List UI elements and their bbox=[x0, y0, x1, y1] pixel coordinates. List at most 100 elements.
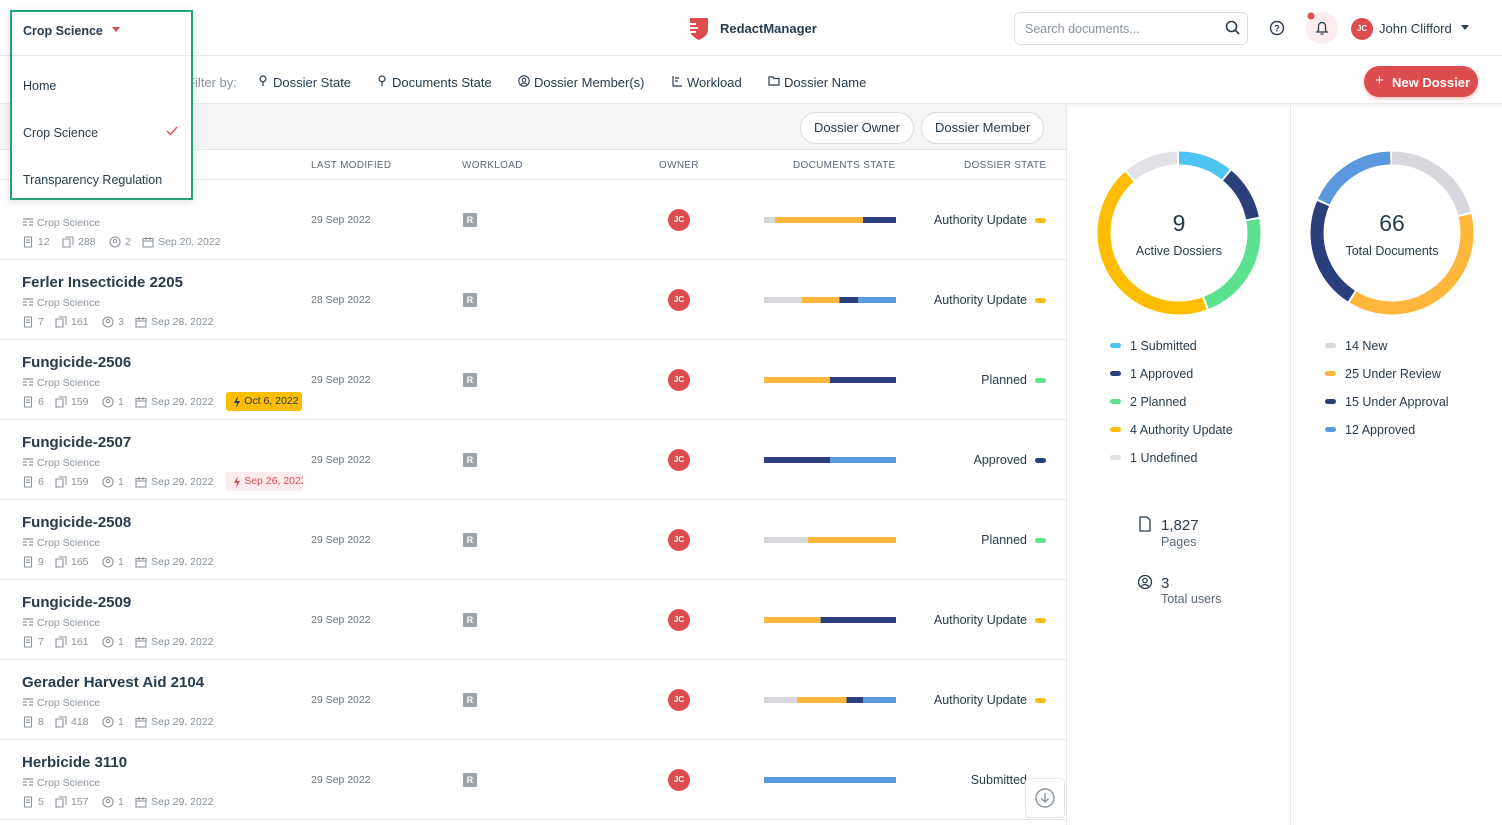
documents-state-bar bbox=[764, 537, 896, 543]
brand: RedactManager bbox=[720, 21, 817, 36]
pages-icon bbox=[55, 396, 67, 408]
documents-state-segment bbox=[863, 697, 896, 703]
workload: R bbox=[463, 533, 477, 547]
filter-item[interactable]: Dossier Member(s) bbox=[534, 75, 645, 90]
dossier-name: Fungicide-2506 bbox=[22, 354, 132, 371]
dossier-state-dot bbox=[1035, 298, 1046, 303]
user-name[interactable]: John Clifford bbox=[1379, 21, 1452, 36]
created-icon bbox=[135, 397, 147, 408]
scroll-down-button[interactable] bbox=[1025, 778, 1065, 818]
created: Sep 29, 2022 bbox=[151, 396, 214, 408]
dossier-state: Authority Update bbox=[933, 613, 1027, 627]
legend-value: 12 bbox=[1345, 423, 1359, 437]
members-icon bbox=[102, 716, 114, 728]
legend-value: 4 bbox=[1130, 423, 1137, 437]
documents: 6 bbox=[38, 476, 44, 488]
documents: 6 bbox=[38, 396, 44, 408]
pages-icon bbox=[55, 316, 67, 328]
dossier-state: Authority Update bbox=[933, 213, 1027, 227]
due-icon bbox=[234, 476, 241, 488]
legend-value: 1 bbox=[1130, 339, 1137, 353]
new-dossier-button[interactable] bbox=[1364, 66, 1478, 97]
dropdown-item[interactable]: Home bbox=[23, 79, 57, 93]
donut-segment bbox=[1097, 151, 1261, 315]
column-title: DOCUMENTS STATE bbox=[793, 160, 896, 171]
documents-state-bar bbox=[764, 217, 896, 223]
filter-item[interactable]: Documents State bbox=[392, 75, 492, 90]
filter-icon bbox=[378, 75, 386, 86]
dropdown-item[interactable]: Crop Science bbox=[23, 126, 99, 140]
owner-avatar: JC bbox=[668, 209, 690, 231]
documents-state-bar bbox=[764, 697, 896, 703]
dossier-row[interactable]: Herbicide 3110 Crop Science 5 157 1 Sep 29, 2… bbox=[0, 740, 1066, 820]
legend-swatch bbox=[1325, 427, 1336, 432]
created-icon bbox=[135, 797, 147, 808]
donut-total: 66 bbox=[1379, 210, 1405, 236]
legend-entry: 14 New bbox=[1345, 339, 1387, 353]
pages-icon bbox=[55, 636, 67, 648]
stat-value: 1,827 bbox=[1161, 517, 1199, 534]
column-title: LAST MODIFIED bbox=[311, 160, 392, 171]
documents-state-segment bbox=[764, 537, 808, 543]
pages: 157 bbox=[71, 796, 89, 808]
dossier-name: Fungicide-2507 bbox=[22, 434, 132, 451]
created: Sep 20, 2022 bbox=[158, 236, 221, 248]
donut-chart bbox=[1097, 151, 1261, 315]
search-box[interactable] bbox=[1014, 12, 1248, 45]
filter-label: Filter by: bbox=[187, 75, 237, 90]
notifications[interactable] bbox=[1305, 11, 1339, 45]
last-modified: 29 Sep 2022 bbox=[311, 534, 371, 546]
created: Sep 29, 2022 bbox=[151, 716, 214, 728]
dossier-row[interactable]: Ferler Insecticide 2205 Crop Science 7 161 3… bbox=[0, 260, 1066, 340]
dossier-row[interactable]: Fungicide-2508 Crop Science 9 165 1 Sep 29, 2… bbox=[0, 500, 1066, 580]
members-icon bbox=[102, 476, 114, 488]
members: 3 bbox=[118, 316, 124, 328]
dossier-name: Fungicide-2509 bbox=[22, 594, 132, 611]
created: Sep 29, 2022 bbox=[151, 476, 214, 488]
dropdown-title[interactable]: Crop Science bbox=[23, 24, 103, 38]
caret bbox=[112, 27, 120, 32]
dossier-state: Authority Update bbox=[933, 693, 1027, 707]
documents: 5 bbox=[38, 796, 44, 808]
dossier-name: Herbicide 3110 bbox=[22, 754, 128, 771]
legend-name: Approved bbox=[1361, 423, 1416, 437]
dossier-state-dot bbox=[1035, 458, 1046, 463]
documents-state-bar bbox=[764, 457, 896, 463]
pages: 161 bbox=[71, 316, 89, 328]
members-icon bbox=[102, 396, 114, 408]
pages: 159 bbox=[71, 396, 89, 408]
user-avatar[interactable] bbox=[1351, 18, 1373, 40]
dossier-row[interactable]: Fungicide-2507 Crop Science 6 159 1 Sep 29, 2… bbox=[0, 420, 1066, 500]
workload: R bbox=[463, 453, 477, 467]
legend-name: Under Review bbox=[1362, 367, 1441, 381]
documents-state-segment bbox=[846, 697, 863, 703]
documents-state-segment bbox=[863, 217, 896, 223]
legend-name: Approved bbox=[1139, 367, 1194, 381]
dropdown-item[interactable]: Transparency Regulation bbox=[23, 173, 163, 187]
documents-state-segment bbox=[808, 537, 896, 543]
created: Sep 29, 2022 bbox=[151, 796, 214, 808]
plus-icon: + bbox=[1375, 72, 1384, 89]
members: 1 bbox=[118, 716, 124, 728]
filter-item[interactable]: Dossier Name bbox=[784, 75, 867, 90]
documents-state-bar bbox=[764, 617, 896, 623]
dossier-state: Approved bbox=[973, 453, 1027, 467]
members-icon bbox=[102, 556, 114, 568]
template: Crop Science bbox=[37, 297, 101, 309]
help-icon[interactable]: ? bbox=[1269, 20, 1285, 36]
dossier-row[interactable]: Fungicide-2509 Crop Science 7 161 1 Sep 29, 2… bbox=[0, 580, 1066, 660]
template: Crop Science bbox=[37, 617, 101, 629]
template: Crop Science bbox=[37, 377, 101, 389]
filter-item[interactable]: Dossier State bbox=[273, 75, 352, 90]
dossier-row[interactable]: Crop Science 12 288 2 Sep 20, 2022 29 Sep 202… bbox=[0, 180, 1066, 260]
filter-item[interactable]: Workload bbox=[687, 75, 742, 90]
documents-state-segment bbox=[801, 297, 840, 303]
dossier-row[interactable]: Fungicide-2506 Crop Science 6 159 1 Sep 29, 2… bbox=[0, 340, 1066, 420]
quick-filter[interactable]: Dossier Owner bbox=[800, 112, 914, 144]
created-icon bbox=[135, 477, 147, 488]
owner-avatar: JC bbox=[668, 689, 690, 711]
dossier-row[interactable]: Gerader Harvest Aid 2104 Crop Science 8 418… bbox=[0, 660, 1066, 740]
quick-filter[interactable]: Dossier Member bbox=[921, 112, 1045, 144]
dossier-state: Submitted bbox=[970, 773, 1027, 787]
